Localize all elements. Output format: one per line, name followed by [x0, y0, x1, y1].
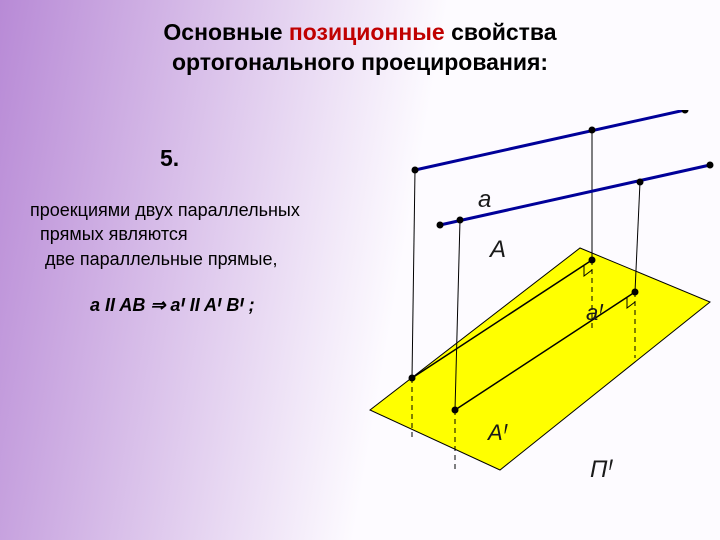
item-number: 5.: [160, 145, 179, 172]
title-part1: Основные: [163, 19, 282, 45]
body-line3: две параллельные прямые,: [45, 249, 277, 269]
title-line2: ортогонального проецирования:: [172, 49, 548, 75]
diagram-label: aꞋ: [586, 300, 602, 326]
title-part2: свойства: [451, 19, 557, 45]
body-line1: проекциями двух параллельных: [30, 200, 300, 220]
slide-title: Основные позиционные свойства ортогональ…: [30, 18, 690, 78]
body-line2: прямых являются: [40, 224, 188, 244]
title-highlighted: позиционные: [289, 19, 445, 45]
diagram-svg: [340, 110, 720, 510]
diagram-label: ПꞋ: [590, 456, 612, 484]
body-text: проекциями двух параллельных прямых явля…: [30, 198, 300, 271]
projection-diagram: aAaꞋ AꞋ ПꞋ: [340, 110, 720, 510]
slide-content: Основные позиционные свойства ортогональ…: [0, 0, 720, 540]
diagram-label: AꞋ: [488, 420, 507, 446]
formula-text: a II AB ⇒ aꞋ II AꞋ BꞋ ;: [90, 295, 255, 316]
diagram-label: a: [478, 186, 491, 214]
diagram-label: A: [490, 236, 506, 264]
